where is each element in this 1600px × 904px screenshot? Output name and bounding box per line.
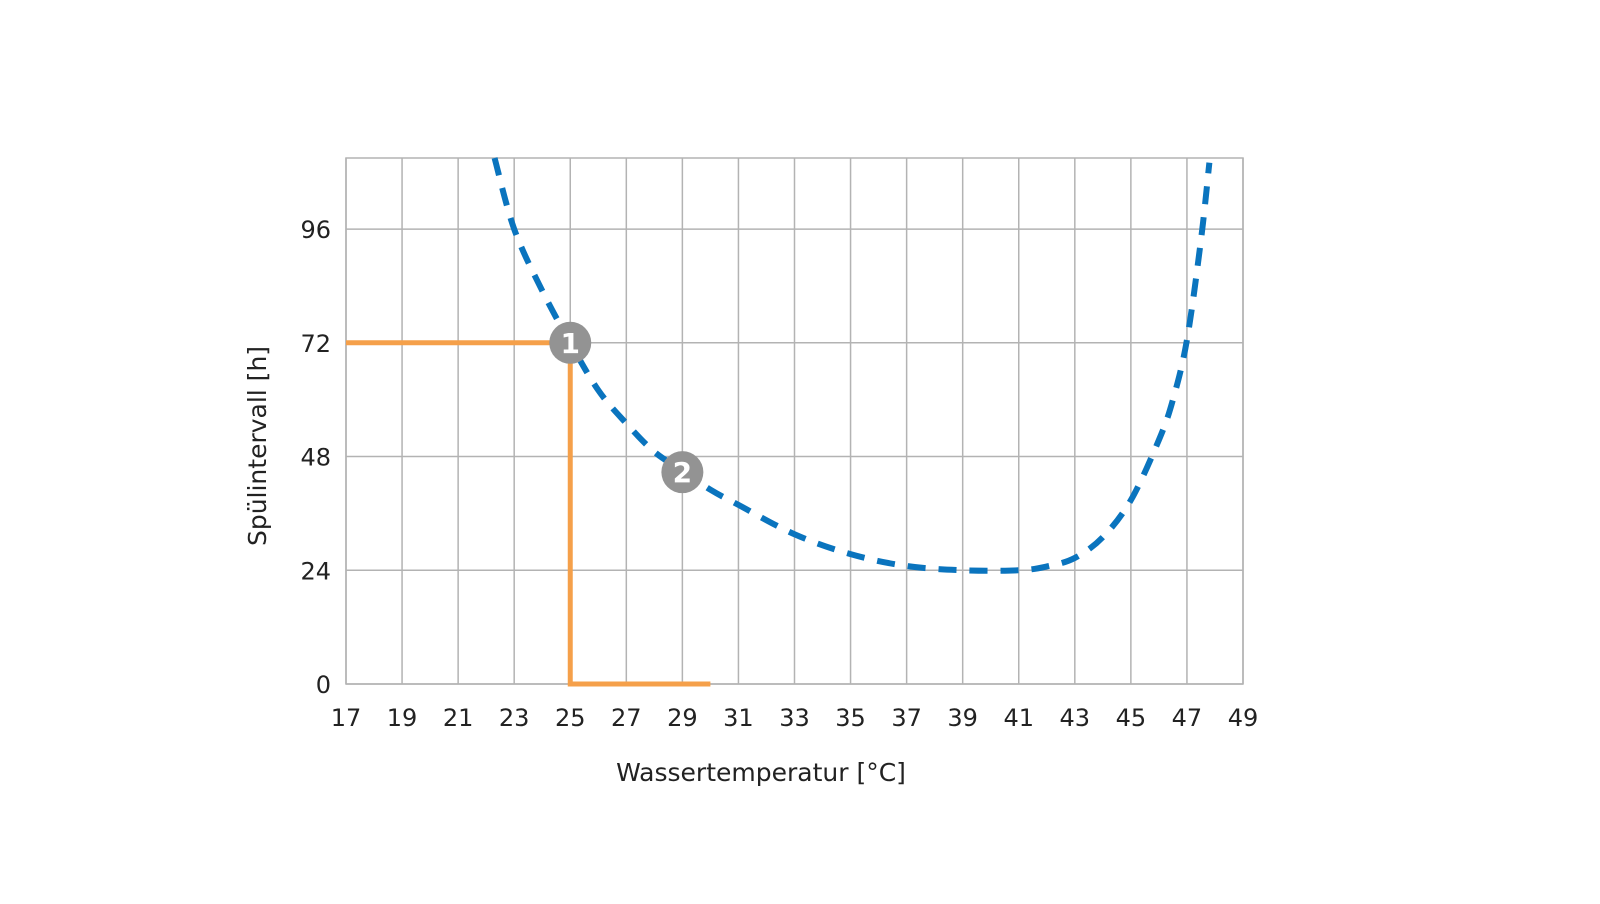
marker-1-circle [549, 321, 592, 364]
x-tick-label: 33 [779, 704, 810, 732]
series-curve-dashed [491, 157, 1213, 574]
y-tick-label: 96 [300, 216, 331, 244]
x-tick-label: 35 [835, 704, 866, 732]
marker-2-circle [661, 451, 704, 494]
x-tick-label: 29 [667, 704, 698, 732]
x-tick-label: 31 [723, 704, 754, 732]
x-tick-label: 49 [1228, 704, 1259, 732]
marker-1-label: 1 [561, 327, 580, 360]
x-tick-label: 47 [1172, 704, 1203, 732]
x-tick-label: 45 [1116, 704, 1147, 732]
x-tick-label: 37 [891, 704, 922, 732]
x-tick-label: 21 [443, 704, 474, 732]
x-axis-label: Wassertemperatur [°C] [616, 758, 906, 787]
y-tick-label: 0 [316, 671, 331, 699]
x-tick-label: 23 [499, 704, 530, 732]
y-axis-label: Spülintervall [h] [243, 346, 272, 546]
y-tick-label: 48 [300, 444, 331, 472]
x-tick-label: 43 [1060, 704, 1091, 732]
marker-2-label: 2 [673, 456, 692, 489]
x-tick-label: 19 [387, 704, 418, 732]
x-tick-label: 39 [947, 704, 978, 732]
series-reference-line [346, 340, 711, 687]
y-tick-label: 72 [300, 330, 331, 358]
grid [345, 157, 1244, 685]
markers-layer: 12 [549, 321, 704, 494]
series-layer [346, 157, 1213, 687]
x-tick-label: 27 [611, 704, 642, 732]
x-tick-label: 25 [555, 704, 586, 732]
tick-labels: 17 19 21 23 25 27 29 31 33 35 37 39 41 43 45 47 49024487… [300, 216, 1258, 732]
x-tick-label: 41 [1003, 704, 1034, 732]
y-tick-label: 24 [300, 557, 331, 585]
x-tick-label: 17 [331, 704, 362, 732]
